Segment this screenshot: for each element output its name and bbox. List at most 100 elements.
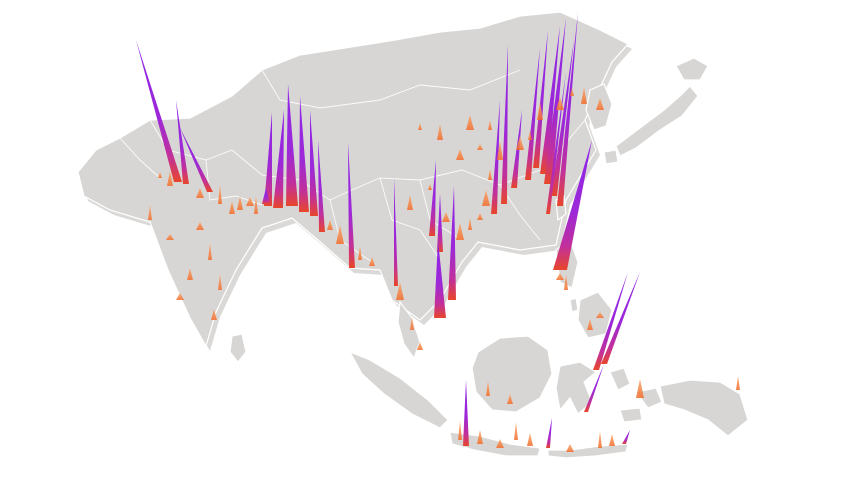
population-spike-low [570, 88, 574, 96]
population-spike-low [254, 196, 258, 214]
population-spike-low [442, 212, 450, 222]
population-spike [601, 272, 640, 364]
population-spike-low [148, 205, 152, 220]
population-spike-low [336, 225, 344, 244]
population-spike [136, 40, 182, 182]
population-spike [551, 40, 574, 196]
population-spike-low [514, 422, 518, 440]
population-spike-low [158, 172, 162, 178]
population-spike-low [468, 218, 472, 230]
population-spike-low [458, 421, 462, 440]
population-spike-low [218, 185, 222, 204]
population-spike-low [218, 274, 222, 290]
population-spike [273, 110, 284, 208]
population-spike-low [167, 171, 173, 186]
population-spike [622, 430, 630, 444]
population-spike [286, 84, 298, 206]
population-spike-low [482, 190, 490, 206]
population-spike [540, 26, 560, 174]
population-spike-low [486, 381, 490, 396]
population-spike [448, 186, 456, 300]
population-spike-low [528, 131, 532, 140]
population-spike-low [246, 197, 254, 206]
population-spike-low [477, 430, 483, 444]
population-spike-low [507, 394, 513, 404]
population-spike-low [208, 243, 212, 260]
population-spike [299, 96, 309, 212]
population-spike [429, 160, 436, 236]
population-spike [437, 194, 443, 252]
population-spike-low [456, 149, 464, 160]
population-spike [501, 44, 508, 204]
population-spike-low [456, 223, 464, 240]
population-spike-low [596, 98, 604, 110]
malay-sumatra [348, 300, 449, 429]
population-spike-low [237, 196, 243, 210]
population-spike-low [587, 319, 593, 330]
population-spike [180, 128, 213, 192]
population-spike-low [327, 220, 333, 230]
population-spike-low [488, 169, 492, 180]
population-spike [264, 112, 272, 206]
population-spike-low [428, 184, 432, 190]
population-spike-low [537, 102, 543, 120]
population-spike [463, 380, 469, 446]
population-spike-low [488, 120, 492, 130]
population-spike-low [516, 136, 524, 150]
population-spike [553, 140, 592, 270]
population-spike-low [497, 141, 503, 160]
population-spike-low [598, 431, 602, 448]
population-spike-low [418, 123, 422, 130]
population-spike [525, 48, 540, 180]
population-spike-low [556, 97, 564, 110]
population-spike-low [566, 444, 574, 452]
population-spike [262, 188, 270, 204]
population-spike-low [736, 376, 740, 390]
population-spike-low [477, 144, 483, 150]
borneo [471, 335, 553, 413]
java-sunda [449, 431, 629, 459]
population-spike-low [596, 312, 604, 318]
population-spike-low [496, 439, 504, 448]
population-spike-low [564, 274, 568, 290]
population-spike-low [396, 282, 404, 300]
population-spike [584, 364, 604, 412]
population-spikes [136, 12, 740, 452]
population-spike [310, 110, 318, 216]
population-spike-low [229, 201, 235, 214]
sulawesi [555, 361, 598, 415]
population-spike-low [581, 87, 587, 104]
population-spike-low [176, 293, 184, 300]
population-spike-low [556, 273, 564, 280]
population-spike [434, 240, 446, 318]
population-spike-low [609, 434, 615, 446]
population-spike [546, 418, 552, 448]
maluku-newguinea [609, 367, 749, 437]
population-spike [491, 100, 500, 214]
population-spike-low [636, 379, 644, 398]
population-spike [533, 30, 548, 168]
population-spike-low [369, 257, 375, 266]
population-spike [348, 142, 355, 268]
population-spike-low [527, 433, 533, 446]
population-spike-low [407, 195, 413, 210]
population-spike-low [410, 317, 414, 330]
population-spike-low [437, 124, 443, 140]
population-spike [557, 12, 578, 206]
population-spike [318, 140, 325, 232]
japan [603, 57, 709, 165]
population-spike-low [196, 222, 204, 230]
population-spike-low [358, 246, 362, 260]
population-spike-low [211, 309, 217, 320]
population-spike-low [166, 234, 174, 240]
population-spike [544, 18, 566, 184]
sri-lanka [229, 333, 247, 363]
population-spike-low [417, 342, 423, 350]
population-spike-low [477, 213, 483, 220]
population-spike-low [196, 188, 204, 198]
population-spike-low [466, 115, 474, 130]
population-spike-low [187, 268, 193, 280]
population-spike [593, 272, 628, 370]
population-spike [394, 178, 398, 286]
